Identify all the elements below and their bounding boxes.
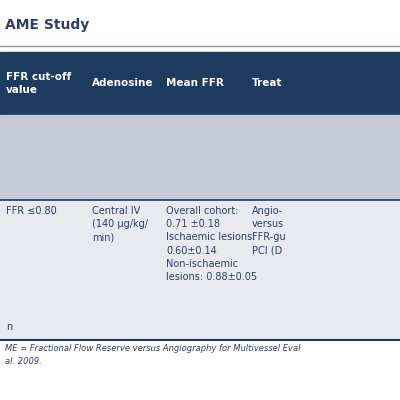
Text: Mean FFR: Mean FFR [166,78,224,88]
Text: ME = Fractional Flow Reserve versus Angiography for Multivessel Eval
al. 2009.: ME = Fractional Flow Reserve versus Angi… [5,344,300,366]
Text: Angio-
versus
FFR-gu
PCI (D: Angio- versus FFR-gu PCI (D [252,206,286,256]
Text: Overall cohort:
0.71 ±0.18
Ischaemic lesions:
0.60±0.14
Non-ischaemic
lesions: 0: Overall cohort: 0.71 ±0.18 Ischaemic les… [166,206,257,282]
Text: AME Study: AME Study [5,18,89,32]
Text: FFR cut-off
value: FFR cut-off value [6,72,71,95]
Bar [0,340,400,400]
Text: n: n [6,322,12,332]
Text: Adenosine: Adenosine [92,78,154,88]
Text: FFR ≤0.80: FFR ≤0.80 [6,206,57,216]
Bar [0,115,400,200]
Text: Central IV
(140 μg/kg/
min): Central IV (140 μg/kg/ min) [92,206,148,242]
Bar [0,0,400,40]
Text: Treat: Treat [252,78,282,88]
Bar [0,52,400,115]
Bar [0,200,400,340]
